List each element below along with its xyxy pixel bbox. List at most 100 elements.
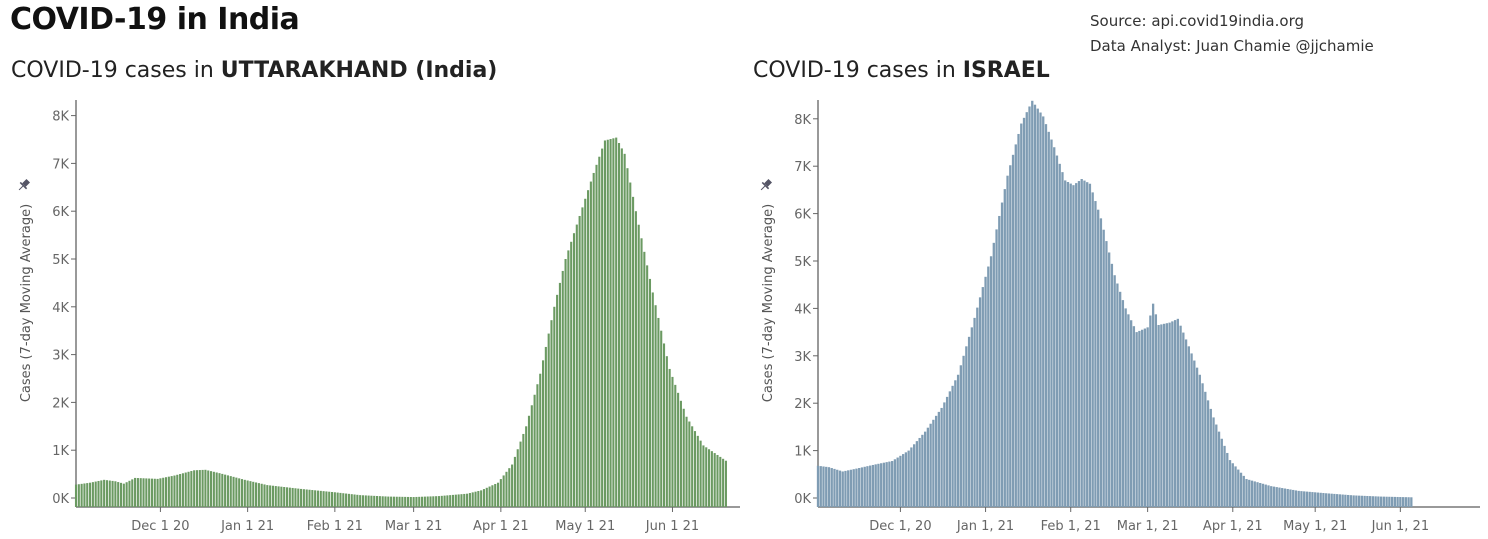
bar[interactable] — [170, 476, 173, 507]
bar[interactable] — [871, 464, 875, 507]
bar[interactable] — [1025, 112, 1028, 507]
bar[interactable] — [294, 488, 297, 507]
bar[interactable] — [1209, 408, 1212, 507]
bar[interactable] — [418, 496, 421, 507]
bar[interactable] — [825, 466, 828, 507]
bar[interactable] — [992, 242, 995, 507]
bar[interactable] — [1190, 353, 1193, 507]
bar[interactable] — [841, 471, 844, 507]
bar[interactable] — [904, 452, 908, 507]
bar[interactable] — [145, 478, 148, 507]
bar[interactable] — [575, 224, 578, 507]
bar[interactable] — [643, 251, 646, 507]
bar[interactable] — [1055, 155, 1059, 508]
bar[interactable] — [89, 482, 92, 507]
bar[interactable] — [122, 483, 125, 507]
bar[interactable] — [945, 396, 949, 507]
bar[interactable] — [401, 496, 404, 507]
bar[interactable] — [932, 419, 935, 507]
bar[interactable] — [866, 466, 869, 507]
bar[interactable] — [274, 486, 277, 507]
bar[interactable] — [1198, 374, 1201, 507]
bar[interactable] — [1179, 325, 1182, 507]
bar[interactable] — [190, 471, 193, 507]
bar[interactable] — [1020, 123, 1023, 507]
bar[interactable] — [423, 496, 426, 507]
bar[interactable] — [910, 447, 913, 507]
bar[interactable] — [111, 480, 114, 507]
bar[interactable] — [381, 496, 384, 507]
bar[interactable] — [1006, 175, 1009, 507]
bar[interactable] — [849, 469, 853, 507]
bar[interactable] — [1135, 332, 1138, 507]
bar[interactable] — [1066, 182, 1070, 507]
bar[interactable] — [1121, 300, 1125, 507]
bar[interactable] — [542, 360, 545, 507]
bar[interactable] — [677, 392, 680, 507]
bar[interactable] — [224, 474, 227, 507]
bar[interactable] — [1319, 492, 1322, 507]
bar[interactable] — [1311, 492, 1314, 507]
bar[interactable] — [716, 454, 719, 507]
bar[interactable] — [1036, 108, 1039, 508]
bar[interactable] — [601, 148, 604, 507]
bar[interactable] — [1033, 104, 1037, 507]
bar[interactable] — [187, 471, 190, 507]
bar[interactable] — [544, 346, 547, 507]
bar[interactable] — [660, 330, 663, 507]
bar[interactable] — [688, 421, 691, 507]
bar[interactable] — [485, 487, 488, 507]
bar[interactable] — [136, 478, 139, 507]
bar[interactable] — [1149, 315, 1152, 507]
bar[interactable] — [1132, 326, 1136, 507]
bar[interactable] — [1256, 482, 1259, 507]
bar[interactable] — [1206, 400, 1210, 507]
bar[interactable] — [491, 485, 494, 507]
bar[interactable] — [361, 495, 365, 507]
bar[interactable] — [617, 143, 621, 507]
bar[interactable] — [1047, 131, 1050, 507]
bar[interactable] — [556, 294, 559, 507]
bar[interactable] — [1094, 201, 1097, 508]
bar[interactable] — [336, 492, 339, 507]
bar[interactable] — [1322, 493, 1325, 507]
bar[interactable] — [1217, 431, 1221, 507]
bar[interactable] — [1327, 493, 1331, 507]
bar[interactable] — [480, 490, 483, 507]
bar[interactable] — [998, 215, 1001, 507]
bar[interactable] — [893, 459, 897, 507]
bar[interactable] — [1075, 183, 1078, 508]
bar[interactable] — [1237, 469, 1240, 507]
bar[interactable] — [592, 172, 595, 507]
bar[interactable] — [581, 207, 584, 507]
bar[interactable] — [612, 138, 615, 507]
bar[interactable] — [1097, 209, 1100, 507]
bar[interactable] — [918, 437, 921, 507]
bar[interactable] — [1228, 460, 1232, 507]
bar[interactable] — [719, 456, 722, 507]
bar[interactable] — [322, 491, 325, 507]
pin-icon[interactable] — [758, 178, 774, 194]
bar[interactable] — [1182, 332, 1185, 507]
bar[interactable] — [1410, 497, 1413, 507]
bar[interactable] — [156, 478, 159, 507]
bar[interactable] — [1281, 488, 1284, 507]
bar[interactable] — [1201, 383, 1204, 507]
bar[interactable] — [134, 477, 137, 507]
bar[interactable] — [412, 497, 415, 507]
bar[interactable] — [877, 463, 880, 507]
bar[interactable] — [266, 485, 269, 507]
bar[interactable] — [198, 470, 201, 507]
bar[interactable] — [1396, 496, 1399, 507]
bar[interactable] — [852, 469, 855, 507]
bar[interactable] — [356, 494, 359, 507]
bar[interactable] — [1011, 154, 1015, 507]
bar[interactable] — [1108, 252, 1111, 507]
bar[interactable] — [164, 477, 168, 507]
bar[interactable] — [1344, 494, 1347, 507]
bar[interactable] — [345, 493, 348, 507]
bar[interactable] — [1357, 495, 1361, 507]
bar[interactable] — [1151, 303, 1155, 507]
bar[interactable] — [816, 465, 820, 507]
bar[interactable] — [300, 488, 303, 507]
